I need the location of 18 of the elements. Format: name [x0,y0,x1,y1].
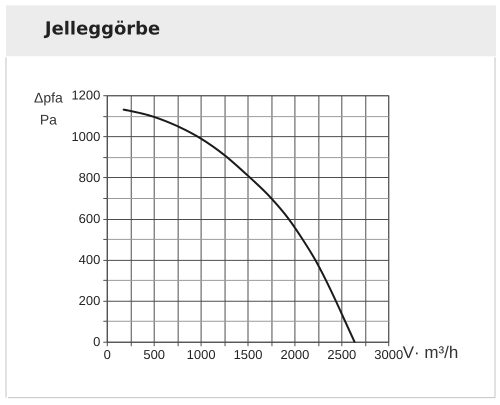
line-series [122,108,356,343]
y-tick-label: 600 [78,210,100,226]
x-tick-label: 1000 [186,347,216,362]
y-tick-label: 200 [78,293,100,308]
x-axis-title: V· m³/h [402,343,458,362]
y-tick-label: 1200 [71,88,100,103]
chart-title: Jelleggörbe [42,18,160,40]
x-tick-label: 2000 [280,347,310,362]
x-tick-label: 500 [143,347,166,362]
y-axis-title: Δpfa Pa [34,90,64,128]
y-tick-label: 0 [93,334,100,350]
x-tick-label: 2500 [327,347,356,362]
y-tick-label: 1000 [71,128,100,144]
y-tick-label: 400 [78,252,100,268]
x-tick-label: 0 [104,347,111,362]
y-tick-label: 800 [78,170,100,185]
x-tick-label: 1500 [234,347,262,362]
x-tick-label: 3000 [374,347,404,362]
